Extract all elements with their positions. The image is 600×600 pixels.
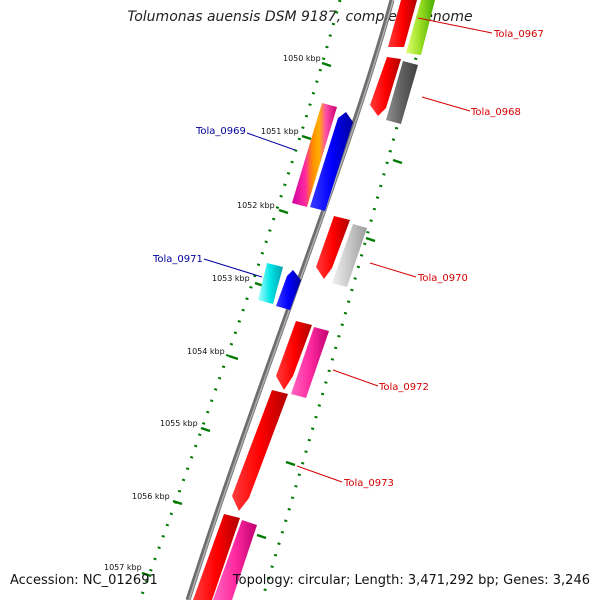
tick-mark [285, 460, 296, 467]
genome-backbone-shine [188, 0, 394, 600]
gene-label[interactable]: Tola_0972 [378, 382, 429, 393]
gene-feature[interactable] [370, 57, 401, 116]
leader-line [203, 258, 263, 278]
tick-mark [228, 354, 239, 361]
tick-mark [141, 571, 152, 578]
tick-label: 1053 kbp [212, 274, 250, 283]
gene-feature[interactable] [232, 390, 288, 511]
leader-line [421, 96, 471, 112]
gene-label[interactable]: Tola_0971 [152, 254, 203, 265]
gene-feature[interactable] [388, 0, 417, 47]
tick-mark [172, 499, 183, 506]
tick-label: 1055 kbp [160, 419, 198, 428]
accession-text: Accession: NC_012691 [10, 573, 158, 588]
leader-line [417, 17, 493, 34]
tick-mark [256, 533, 267, 540]
tick-label: 1057 kbp [104, 563, 142, 572]
label-leaders [203, 17, 493, 483]
gene-feature[interactable] [193, 514, 240, 600]
tick-label: 1052 kbp [237, 201, 275, 210]
forward-features [193, 0, 435, 600]
gene-feature[interactable] [258, 263, 283, 304]
gene-feature[interactable] [332, 224, 367, 287]
tick-label: 1056 kbp [132, 492, 170, 501]
gene-label[interactable]: Tola_0967 [493, 29, 544, 40]
tick-marks [141, 61, 403, 578]
reverse-features [258, 103, 353, 310]
leader-line [246, 132, 296, 151]
tick-label: 1054 kbp [187, 347, 225, 356]
leader-line [296, 465, 343, 483]
tick-label: 1051 kbp [261, 127, 299, 136]
tick-mark [365, 236, 376, 243]
gene-feature[interactable] [316, 216, 350, 279]
tick-mark [392, 158, 403, 165]
gene-feature[interactable] [386, 61, 418, 124]
gene-feature[interactable] [406, 0, 435, 55]
tick-label: 1050 kbp [283, 54, 321, 63]
topology-text: Topology: circular; Length: 3,471,292 bp… [232, 573, 590, 588]
inner-tick-ring [138, 0, 342, 600]
gene-feature[interactable] [292, 103, 337, 207]
gene-feature[interactable] [310, 112, 353, 211]
gene-feature[interactable] [213, 520, 257, 600]
leader-line [332, 369, 379, 387]
gene-feature[interactable] [291, 327, 329, 398]
gene-label[interactable]: Tola_0968 [470, 107, 521, 118]
gene-label[interactable]: Tola_0970 [417, 273, 468, 284]
genome-backbone [185, 0, 395, 600]
tick-mark [321, 61, 332, 68]
gene-feature[interactable] [276, 321, 312, 390]
leader-line [369, 262, 417, 278]
tick-mark [278, 208, 289, 215]
gene-feature[interactable] [276, 270, 301, 310]
gene-label[interactable]: Tola_0969 [195, 126, 246, 137]
tick-mark [301, 134, 312, 141]
tick-mark [200, 426, 211, 433]
gene-label[interactable]: Tola_0973 [343, 478, 394, 489]
